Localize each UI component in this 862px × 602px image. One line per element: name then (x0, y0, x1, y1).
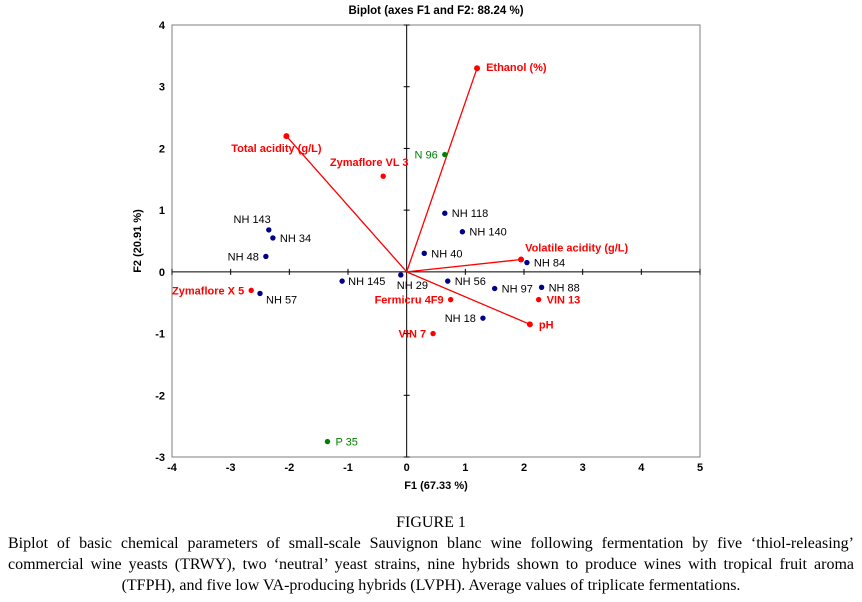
vector-line (406, 271, 531, 325)
data-point (324, 438, 331, 445)
data-point-label: NH 140 (469, 227, 506, 239)
x-tick-label: 2 (521, 462, 527, 474)
vector-label: Total acidity (g/L) (231, 143, 322, 155)
data-point-label: Fermicru 4F9 (375, 295, 444, 307)
data-point (480, 315, 486, 321)
data-point (430, 330, 436, 337)
data-point-label: NH 29 (397, 280, 428, 292)
data-point-label: VIN 7 (399, 329, 427, 341)
vector-line (406, 258, 522, 273)
y-tick-label: -1 (155, 329, 165, 341)
vector-label: Ethanol (%) (486, 62, 547, 74)
vector-line (285, 135, 408, 273)
data-point-label: NH 57 (266, 294, 297, 306)
vector-point (526, 321, 533, 328)
y-tick-label: 1 (159, 205, 165, 217)
data-point-label: N 96 (415, 150, 438, 162)
x-tick-label: 0 (404, 462, 410, 474)
data-point-label: VIN 13 (547, 295, 581, 307)
data-point-label: NH 97 (502, 284, 533, 296)
vector-label: Volatile acidity (g/L) (525, 243, 628, 255)
data-point-label: NH 34 (280, 233, 311, 245)
data-point (266, 227, 272, 233)
figure-caption-label: FIGURE 1 (396, 514, 466, 531)
x-tick-label: 3 (580, 462, 586, 474)
data-point (257, 290, 263, 297)
y-tick-label: 4 (159, 20, 166, 32)
data-point-label: NH 143 (234, 214, 271, 226)
data-point (535, 296, 542, 303)
x-axis-title: F1 (67.33 %) (404, 480, 468, 492)
data-point (339, 278, 345, 284)
data-point-label: NH 118 (452, 208, 488, 220)
y-tick-label: -3 (155, 452, 165, 464)
data-point (538, 284, 545, 290)
x-tick-label: 1 (462, 462, 468, 474)
y-tick-label: 3 (159, 82, 165, 94)
vector-point (474, 65, 481, 72)
data-point (421, 250, 427, 257)
x-tick-label: -4 (167, 462, 178, 474)
y-tick-label: -2 (155, 390, 165, 402)
data-point-label: P 35 (335, 437, 357, 449)
x-tick-label: -2 (284, 462, 294, 474)
data-point (442, 151, 448, 158)
x-tick-label: -1 (343, 462, 353, 474)
data-point (380, 173, 386, 179)
data-point (263, 253, 269, 260)
figure-caption-text: Biplot of basic chemical parameters of s… (8, 535, 854, 594)
data-point (248, 287, 254, 294)
data-point (270, 235, 276, 241)
data-point-label: Zymaflore X 5 (172, 285, 244, 297)
vector-label: pH (539, 319, 554, 331)
data-point (459, 229, 466, 235)
y-tick-label: 0 (159, 267, 165, 279)
y-tick-label: 2 (159, 143, 165, 155)
data-point (445, 278, 451, 284)
vector-line (406, 67, 478, 273)
data-point-label: NH 84 (534, 258, 565, 270)
data-point-label: NH 88 (549, 282, 580, 294)
data-point (524, 259, 530, 266)
vector-point (518, 256, 525, 263)
data-point-label: Zymaflore VL 3 (330, 157, 409, 169)
y-axis-title: F2 (20.91 %) (132, 209, 144, 273)
x-tick-label: 5 (697, 462, 703, 474)
chart-title: Biplot (axes F1 and F2: 88.24 %) (348, 5, 523, 17)
data-point (447, 296, 454, 303)
data-point (491, 285, 498, 292)
x-tick-label: 4 (638, 462, 645, 474)
data-point-label: NH 56 (455, 276, 486, 288)
x-tick-label: -3 (226, 462, 236, 474)
data-point-label: NH 40 (431, 248, 462, 260)
data-point-label: NH 18 (445, 313, 476, 325)
data-point (398, 272, 404, 278)
data-point-label: NH 48 (228, 251, 259, 263)
data-point (442, 210, 448, 216)
plot-frame (171, 24, 701, 458)
vector-point (283, 133, 290, 140)
data-point-label: NH 145 (348, 276, 385, 288)
